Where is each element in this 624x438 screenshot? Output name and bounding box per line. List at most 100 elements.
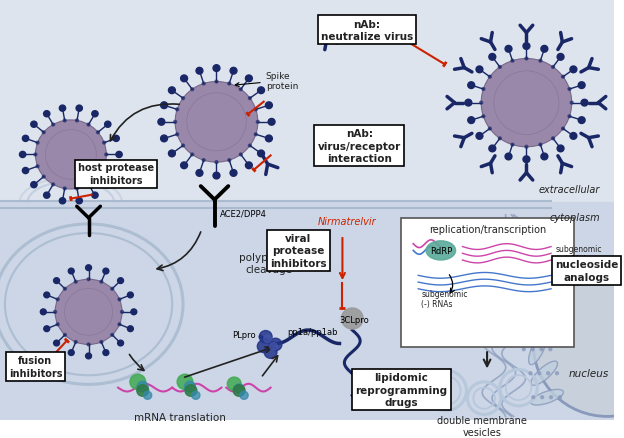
Circle shape: [191, 154, 193, 156]
Text: cytoplasm: cytoplasm: [550, 212, 600, 223]
Circle shape: [103, 142, 105, 145]
Circle shape: [558, 228, 562, 231]
Circle shape: [100, 281, 103, 283]
Text: Spike
protein: Spike protein: [235, 72, 298, 91]
Circle shape: [97, 131, 99, 134]
Circle shape: [245, 162, 252, 169]
Circle shape: [522, 348, 525, 351]
Circle shape: [55, 279, 122, 345]
Circle shape: [85, 265, 92, 271]
Circle shape: [505, 154, 512, 160]
Circle shape: [227, 377, 241, 391]
Text: double membrane
vesicles: double membrane vesicles: [437, 416, 527, 437]
Circle shape: [59, 198, 66, 205]
Circle shape: [264, 335, 271, 343]
Circle shape: [489, 128, 491, 131]
Circle shape: [258, 151, 265, 157]
Circle shape: [482, 116, 485, 118]
Circle shape: [36, 120, 106, 190]
Ellipse shape: [531, 361, 557, 385]
Circle shape: [581, 100, 588, 107]
Circle shape: [215, 161, 218, 164]
Circle shape: [22, 136, 29, 142]
Circle shape: [42, 131, 45, 134]
Circle shape: [213, 173, 220, 180]
Circle shape: [160, 102, 167, 110]
Circle shape: [557, 146, 564, 152]
Text: RdRP: RdRP: [430, 246, 452, 255]
Circle shape: [511, 60, 514, 63]
Text: extracellular: extracellular: [539, 184, 600, 194]
Ellipse shape: [526, 309, 538, 342]
Circle shape: [228, 83, 231, 86]
Circle shape: [538, 372, 541, 375]
Ellipse shape: [524, 286, 540, 317]
Circle shape: [505, 46, 512, 53]
Circle shape: [36, 142, 39, 145]
Circle shape: [68, 350, 74, 356]
Circle shape: [196, 68, 203, 75]
Circle shape: [540, 348, 543, 351]
Circle shape: [19, 152, 26, 158]
Circle shape: [176, 134, 178, 136]
Ellipse shape: [530, 224, 564, 236]
Circle shape: [85, 353, 92, 359]
Circle shape: [544, 300, 547, 303]
Text: subgenomic
(+) RNAs: subgenomic (+) RNAs: [556, 244, 602, 263]
Circle shape: [177, 374, 193, 390]
Circle shape: [476, 133, 483, 140]
Circle shape: [110, 334, 114, 336]
Circle shape: [105, 122, 111, 128]
Circle shape: [511, 144, 514, 147]
Circle shape: [540, 276, 543, 279]
Ellipse shape: [529, 334, 547, 365]
Circle shape: [255, 109, 257, 112]
Circle shape: [550, 396, 552, 399]
Circle shape: [117, 278, 124, 284]
Circle shape: [268, 119, 275, 126]
Circle shape: [87, 278, 90, 281]
Circle shape: [555, 372, 558, 375]
Text: subgenomic
(-) RNAs: subgenomic (-) RNAs: [421, 289, 467, 308]
Circle shape: [97, 176, 99, 179]
Circle shape: [22, 168, 29, 174]
Text: PLpro: PLpro: [232, 331, 256, 339]
Circle shape: [269, 339, 282, 351]
Circle shape: [87, 124, 90, 127]
Circle shape: [158, 119, 165, 126]
Circle shape: [168, 88, 175, 94]
Circle shape: [248, 145, 251, 148]
Circle shape: [240, 392, 248, 399]
Circle shape: [255, 134, 257, 136]
Circle shape: [76, 120, 79, 123]
Circle shape: [180, 162, 188, 169]
Circle shape: [499, 66, 501, 69]
Text: fusion
inhibitors: fusion inhibitors: [9, 356, 62, 378]
Circle shape: [499, 138, 501, 141]
Circle shape: [547, 252, 550, 255]
Circle shape: [468, 117, 475, 124]
FancyBboxPatch shape: [401, 218, 573, 347]
Circle shape: [116, 152, 122, 158]
Circle shape: [529, 252, 532, 255]
Circle shape: [341, 308, 363, 329]
Circle shape: [562, 76, 565, 79]
Circle shape: [110, 288, 114, 290]
Circle shape: [570, 102, 573, 105]
Circle shape: [239, 88, 242, 92]
Circle shape: [531, 276, 534, 279]
Circle shape: [54, 340, 59, 346]
Circle shape: [248, 98, 251, 100]
Circle shape: [120, 311, 124, 314]
Circle shape: [541, 396, 544, 399]
Circle shape: [131, 309, 137, 315]
Circle shape: [160, 136, 167, 142]
Text: replication/transcription: replication/transcription: [429, 224, 546, 234]
Circle shape: [525, 58, 528, 61]
Text: mRNA translation: mRNA translation: [134, 412, 226, 422]
Circle shape: [42, 176, 45, 179]
Circle shape: [59, 106, 66, 112]
Text: lipidomic
reprogramming
drugs: lipidomic reprogramming drugs: [356, 372, 447, 407]
Circle shape: [535, 324, 538, 327]
Circle shape: [517, 324, 520, 327]
